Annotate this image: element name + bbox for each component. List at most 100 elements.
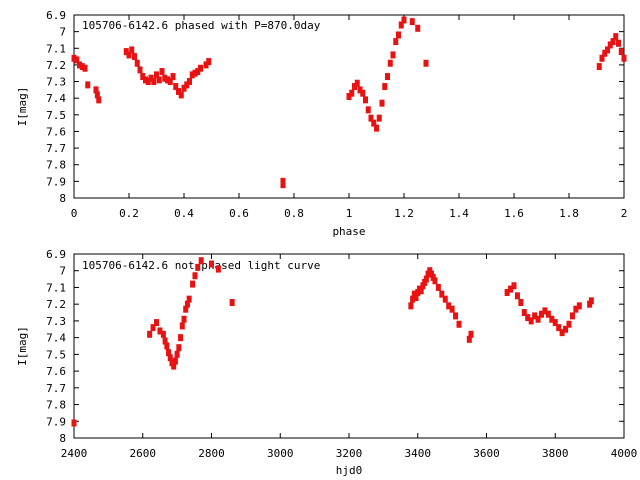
x-tick-label: 0.2 — [119, 207, 139, 220]
data-point — [159, 68, 165, 76]
data-point — [198, 257, 204, 265]
data-point — [442, 295, 448, 303]
data-point — [215, 265, 221, 273]
x-tick-label: 3600 — [473, 447, 500, 460]
data-point — [363, 96, 368, 104]
data-point — [371, 119, 377, 127]
x-tick-label: 2400 — [61, 447, 88, 460]
data-point — [599, 54, 605, 62]
y-tick-label: 7.1 — [46, 281, 66, 294]
x-tick-label: 4000 — [611, 447, 638, 460]
data-point — [357, 86, 363, 94]
data-point — [352, 83, 357, 91]
data-point — [556, 324, 562, 332]
data-point — [539, 310, 544, 318]
data-point — [132, 53, 137, 61]
y-tick-label: 7.2 — [46, 59, 66, 72]
data-point — [156, 76, 162, 84]
data-point — [607, 41, 613, 49]
data-point — [518, 299, 524, 307]
data-point — [157, 327, 163, 335]
data-point — [532, 312, 538, 320]
data-point — [576, 302, 582, 310]
x-axis-label: hjd0 — [336, 464, 363, 477]
data-point — [449, 305, 455, 313]
data-point — [504, 288, 510, 296]
data-point — [415, 24, 421, 32]
data-point — [184, 81, 190, 89]
y-tick-label: 7.5 — [46, 109, 66, 122]
data-point — [621, 54, 627, 62]
data-point — [172, 357, 178, 365]
data-point — [466, 335, 472, 343]
data-point — [145, 78, 151, 86]
data-point — [376, 114, 382, 122]
data-point — [446, 302, 452, 310]
y-tick-label: 8 — [59, 192, 66, 205]
y-tick-label: 7.7 — [46, 142, 66, 155]
data-point — [552, 319, 558, 327]
x-tick-label: 3200 — [336, 447, 363, 460]
data-point — [189, 71, 195, 79]
data-point — [569, 312, 575, 320]
data-point — [178, 334, 184, 342]
x-tick-label: 3800 — [542, 447, 569, 460]
data-point — [140, 73, 146, 81]
data-point — [96, 96, 102, 104]
data-point — [511, 282, 517, 290]
y-tick-label: 7.9 — [46, 415, 66, 428]
data-point — [280, 181, 286, 189]
x-tick-label: 2 — [621, 207, 628, 220]
data-point — [164, 342, 170, 350]
data-point — [413, 293, 419, 301]
data-point — [184, 300, 190, 308]
data-point — [170, 73, 176, 81]
data-point — [85, 81, 91, 89]
data-point — [387, 59, 393, 67]
data-point — [521, 309, 527, 317]
data-point — [82, 64, 88, 72]
y-tick-label: 7.5 — [46, 348, 66, 361]
data-point — [165, 76, 170, 84]
y-tick-label: 7 — [59, 26, 66, 39]
data-point — [514, 292, 520, 300]
data-point — [382, 83, 388, 91]
data-point — [192, 69, 198, 77]
y-axis-label: I[mag] — [16, 87, 29, 127]
data-point — [93, 86, 99, 94]
data-point — [171, 362, 177, 370]
data-point — [162, 337, 168, 345]
data-point — [192, 272, 198, 280]
data-point — [408, 302, 414, 310]
data-point — [563, 325, 569, 333]
data-point — [195, 263, 201, 271]
data-point — [349, 89, 355, 97]
data-point — [354, 79, 360, 87]
data-point — [71, 54, 77, 62]
data-point — [198, 64, 203, 72]
x-tick-label: 1.8 — [559, 207, 579, 220]
data-point — [94, 91, 100, 99]
data-point — [618, 48, 624, 56]
data-point — [176, 344, 182, 352]
y-tick-label: 6.9 — [46, 9, 66, 22]
data-point — [439, 290, 445, 298]
data-point — [167, 78, 173, 86]
y-tick-label: 7.7 — [46, 382, 66, 395]
data-point — [209, 260, 214, 268]
data-point — [423, 275, 429, 283]
y-tick-label: 7.2 — [46, 298, 66, 311]
data-point — [181, 84, 187, 92]
data-point — [588, 297, 594, 305]
data-point — [167, 354, 173, 362]
x-tick-label: 3400 — [405, 447, 432, 460]
x-axis-label: phase — [332, 225, 365, 238]
data-point — [179, 322, 185, 330]
data-point — [154, 319, 159, 327]
data-point — [150, 324, 156, 332]
y-tick-label: 7.1 — [46, 42, 66, 55]
data-point — [346, 93, 352, 101]
x-tick-label: 3000 — [267, 447, 294, 460]
data-point — [542, 307, 548, 315]
